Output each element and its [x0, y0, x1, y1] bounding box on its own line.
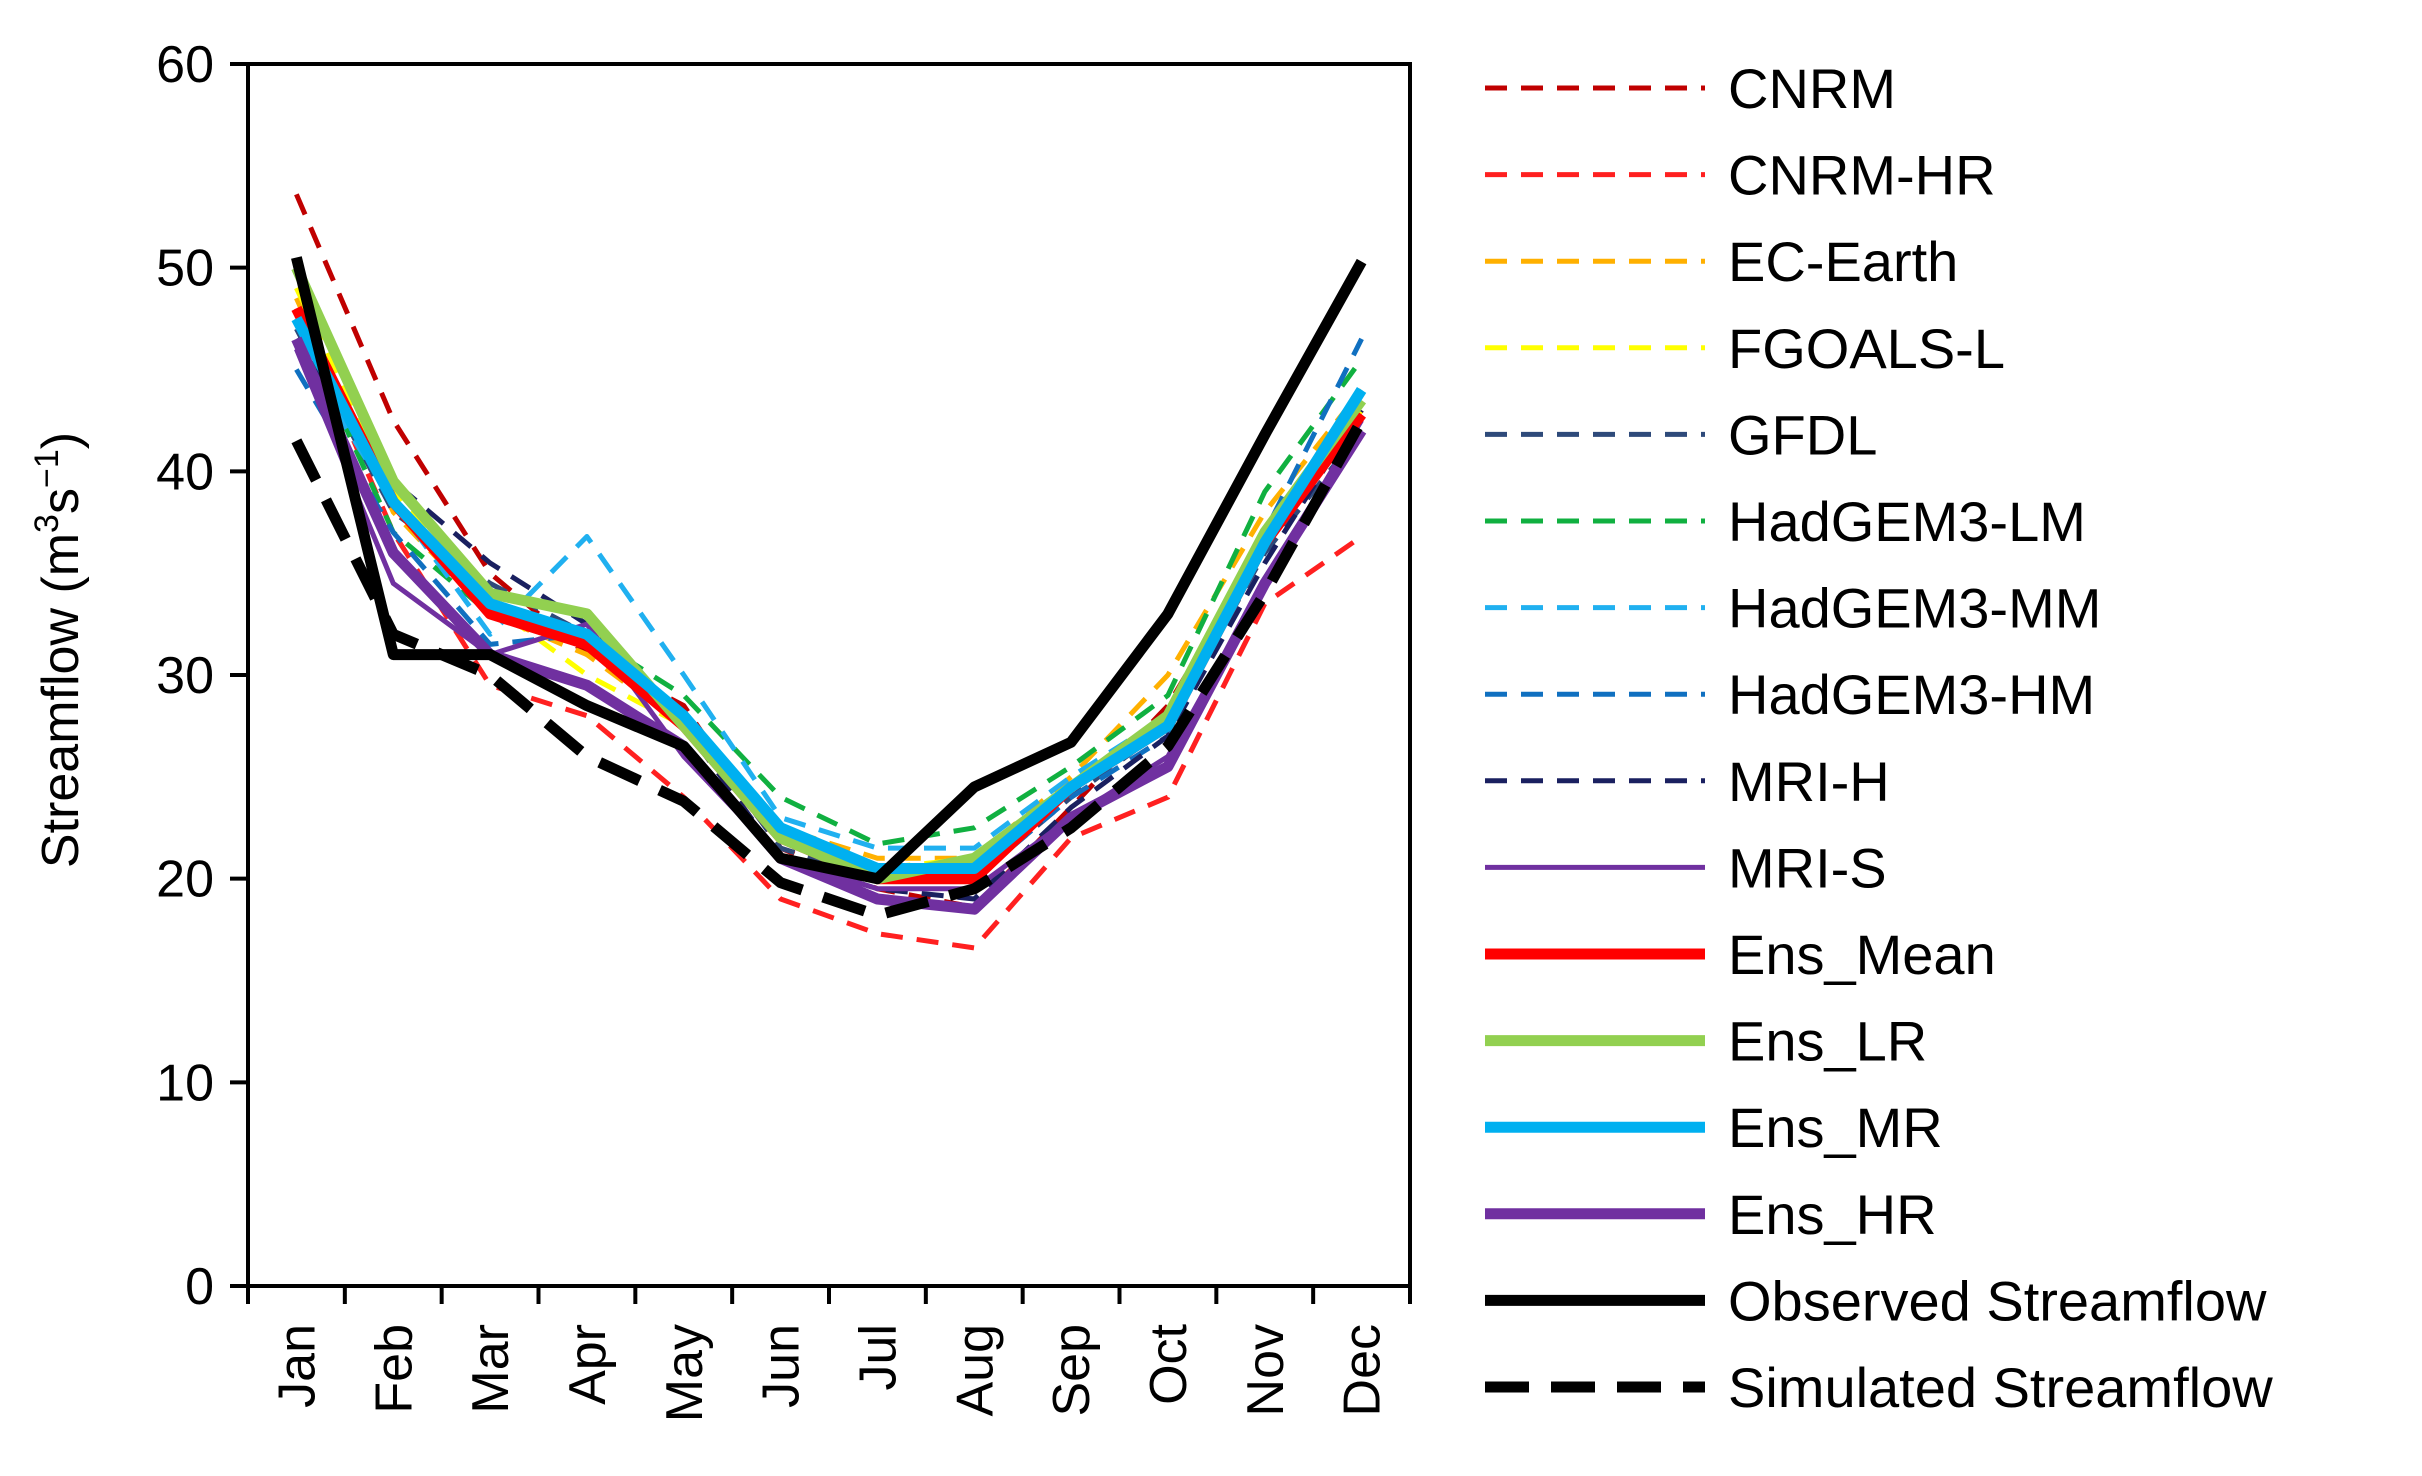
legend-label: HadGEM3-HM — [1728, 663, 2095, 726]
series-layer — [291, 193, 1367, 951]
legend-label: Ens_HR — [1728, 1183, 1937, 1246]
legend-item-cnrm-hr: CNRM-HR — [1485, 144, 1996, 207]
series-line-simulated-streamflow — [291, 417, 1367, 921]
x-tick-label-jan: Jan — [268, 1324, 326, 1408]
legend-label: EC-Earth — [1728, 230, 1958, 293]
legend-label: Ens_Mean — [1728, 923, 1996, 986]
series-line-observed-streamflow — [291, 256, 1367, 885]
x-tick-label-oct: Oct — [1140, 1323, 1198, 1404]
legend-label: CNRM-HR — [1728, 144, 1996, 207]
legend-item-hadgem3-hm: HadGEM3-HM — [1485, 663, 2095, 726]
legend-item-observed-streamflow: Observed Streamflow — [1485, 1269, 2267, 1332]
legend-label: MRI-H — [1728, 750, 1890, 813]
x-tick-label-feb: Feb — [365, 1324, 423, 1414]
legend-label: MRI-S — [1728, 836, 1887, 899]
legend-item-ens-mean: Ens_Mean — [1485, 923, 1996, 986]
x-tick-label-may: May — [656, 1324, 714, 1422]
series-line-cnrm-hr — [294, 307, 1364, 951]
legend-label: HadGEM3-LM — [1728, 490, 2086, 553]
legend-item-mri-h: MRI-H — [1485, 750, 1890, 813]
y-tick-label: 30 — [156, 647, 214, 705]
x-tick-label-sep: Sep — [1043, 1324, 1101, 1417]
axes-layer: 0 10 20 30 40 50 60 Jan Feb Mar Apr May Jun Jul Aug Sep… — [156, 36, 1412, 1422]
legend-label: HadGEM3-MM — [1728, 577, 2101, 640]
series-line-ens-mean — [291, 305, 1366, 885]
x-tick-label-jul: Jul — [849, 1324, 907, 1390]
series-line-ens-hr — [291, 336, 1367, 915]
legend-label: Ens_MR — [1728, 1096, 1943, 1159]
y-tick-label: 0 — [185, 1258, 214, 1316]
x-tick-label-apr: Apr — [559, 1324, 617, 1405]
legend-item-ens-hr: Ens_HR — [1485, 1183, 1937, 1246]
legend-item-mri-s: MRI-S — [1485, 836, 1887, 899]
y-axis-title-group: Streamflow (m3s−1) — [28, 432, 90, 868]
legend: CNRM CNRM-HR EC-Earth FGOALS-L GFDL HadGEM3-L… — [1485, 57, 2273, 1419]
legend-label: GFDL — [1728, 403, 1877, 466]
y-tick-label: 20 — [156, 851, 214, 909]
legend-item-cnrm: CNRM — [1485, 57, 1896, 120]
legend-item-ens-lr: Ens_LR — [1485, 1010, 1927, 1073]
legend-item-fgoals-l: FGOALS-L — [1485, 317, 2005, 380]
legend-item-ens-mr: Ens_MR — [1485, 1096, 1943, 1159]
series-line-hadgem3-mm — [294, 347, 1364, 851]
legend-item-simulated-streamflow: Simulated Streamflow — [1485, 1356, 2273, 1419]
legend-label: Observed Streamflow — [1728, 1269, 2267, 1332]
series-line-ens-mr — [291, 316, 1367, 874]
legend-label: FGOALS-L — [1728, 317, 2005, 380]
series-line-gfdl — [294, 327, 1364, 882]
x-tick-label-aug: Aug — [946, 1324, 1004, 1417]
x-tick-label-nov: Nov — [1237, 1324, 1295, 1416]
legend-label: CNRM — [1728, 57, 1896, 120]
x-tick-label-jun: Jun — [753, 1324, 811, 1408]
y-tick-label: 10 — [156, 1054, 214, 1112]
series-line-hadgem3-hm — [294, 337, 1364, 882]
series-line-ec-earth — [294, 297, 1364, 861]
x-tick-label-dec: Dec — [1334, 1324, 1392, 1416]
legend-item-hadgem3-mm: HadGEM3-MM — [1485, 577, 2101, 640]
y-tick-label: 40 — [156, 443, 214, 501]
legend-item-ec-earth: EC-Earth — [1485, 230, 1958, 293]
legend-label: Ens_LR — [1728, 1010, 1927, 1073]
y-tick-label: 50 — [156, 240, 214, 298]
legend-item-gfdl: GFDL — [1485, 403, 1877, 466]
x-tick-label-mar: Mar — [462, 1324, 520, 1414]
legend-label: Simulated Streamflow — [1728, 1356, 2273, 1419]
legend-item-hadgem3-lm: HadGEM3-LM — [1485, 490, 2086, 553]
y-tick-label: 60 — [156, 36, 214, 94]
plot-frame — [246, 62, 1412, 1288]
plot-area — [246, 62, 1412, 1288]
y-axis-title: Streamflow (m3s−1) — [28, 432, 90, 868]
